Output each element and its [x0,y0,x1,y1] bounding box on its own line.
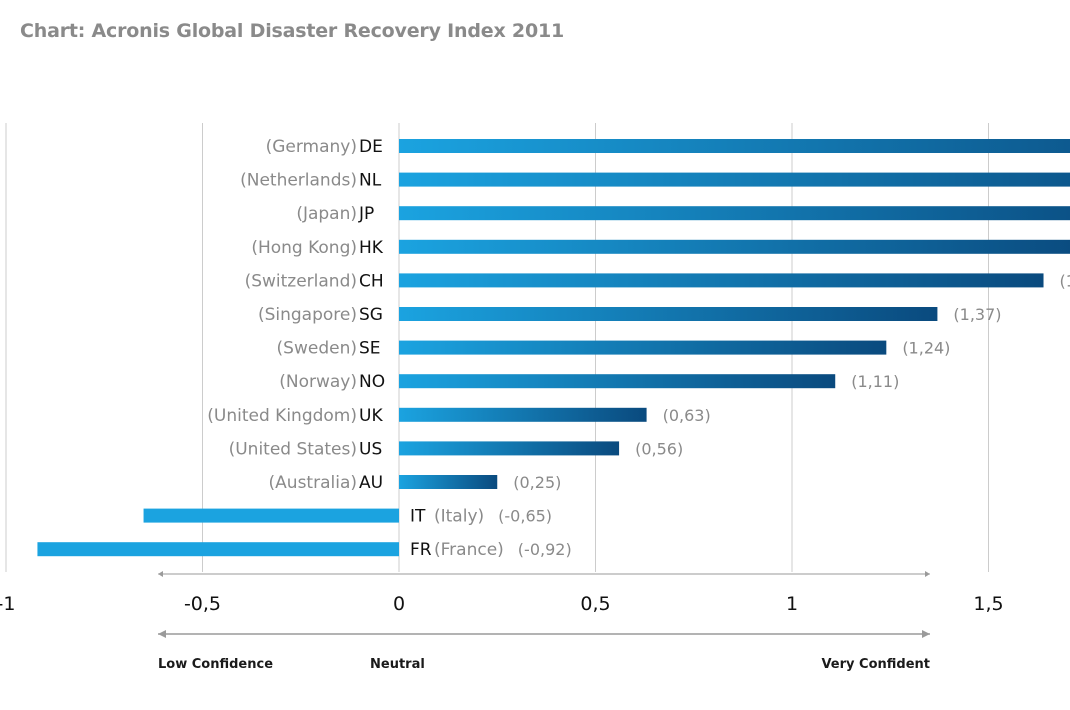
value-label: (1,64) [1060,271,1070,290]
country-code-label: US [359,439,382,459]
x-axis-arrow-left [158,571,163,577]
country-label: (Australia) [269,473,357,493]
bar-au [399,475,498,489]
country-code-label: NL [359,171,382,191]
confidence-scale: Low Confidence Neutral Very Confident [158,630,930,672]
bar-uk [399,407,647,422]
bar-no [399,374,836,389]
value-label: (1,37) [953,305,1001,324]
bar-jp [399,206,1070,221]
x-tick-label: 0 [393,593,405,615]
bar-hk [399,239,1070,254]
country-label: (Germany) [266,137,357,157]
chart-title: Chart: Acronis Global Disaster Recovery … [20,20,565,42]
country-label: (Singapore) [258,305,357,325]
bar-sg [399,307,938,321]
country-code-label: FR [410,540,432,560]
value-label: (0,25) [513,473,561,492]
scale-label-high: Very Confident [821,657,930,672]
x-tick-label: 1 [786,593,798,615]
country-code-label: IT [410,507,426,527]
bar-us [399,441,620,456]
value-label: (0,56) [635,439,683,458]
country-label: (France) [434,540,504,560]
bars [37,139,1070,557]
value-label: (-0,92) [518,540,572,559]
country-label: (United Kingdom) [207,406,357,426]
bar-fr [37,542,399,557]
x-tick-label: 0,5 [580,593,610,615]
country-code-label: CH [359,271,384,291]
country-code-label: SE [359,339,381,359]
bar-it [143,508,399,523]
country-label: (United States) [229,439,357,459]
country-label: (Hong Kong) [251,238,357,258]
country-label: (Norway) [279,372,357,392]
scale-label-neutral: Neutral [370,657,425,672]
bar-ch [399,273,1044,288]
scale-arrow-right [922,630,930,638]
bar-nl [399,172,1070,187]
scale-arrow-left [158,630,166,638]
country-code-label: HK [359,238,384,258]
country-label: (Italy) [434,507,484,527]
country-label: (Sweden) [277,339,357,359]
value-label: (-0,65) [498,507,552,526]
scale-label-low: Low Confidence [158,657,273,672]
country-code-label: UK [359,406,383,426]
x-tick-label: -0,5 [184,593,221,615]
country-code-label: SG [359,305,383,325]
x-axis-arrow-right [925,571,930,577]
country-label: (Netherlands) [240,171,357,191]
country-label: (Switzerland) [245,271,357,291]
bar-labels: (Germany)DE(2,08)(Netherlands)NL(2,02)(J… [207,137,1070,560]
country-code-label: JP [358,204,374,224]
value-label: (1,11) [851,372,899,391]
value-label: (1,24) [902,339,950,358]
value-label: (0,63) [663,406,711,425]
bar-de [399,139,1070,153]
country-code-label: DE [359,137,383,157]
x-axis: -1-0,500,511,522,5 [0,571,1004,615]
bar-se [399,340,887,355]
country-label: (Japan) [296,204,357,224]
x-tick-label: 1,5 [973,593,1003,615]
x-tick-label: -1 [0,593,15,615]
country-code-label: NO [359,372,385,392]
country-code-label: AU [359,473,383,493]
